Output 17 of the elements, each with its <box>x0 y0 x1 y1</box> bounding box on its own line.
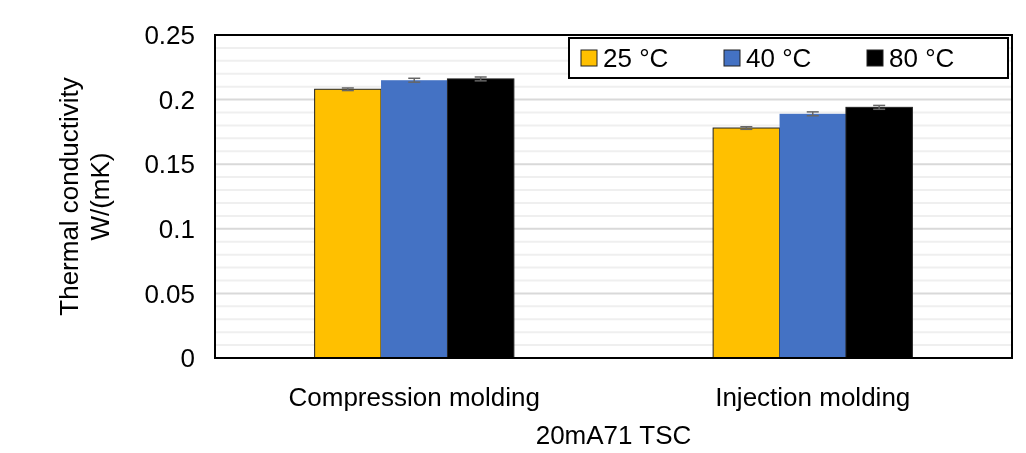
y-axis-title: Thermal conductivity W/(mK) <box>54 77 115 316</box>
legend-label: 80 °C <box>889 43 955 74</box>
y-tick-label: 0.25 <box>144 20 195 51</box>
bar <box>314 88 382 359</box>
legend-label: 40 °C <box>746 43 812 74</box>
y-tick-label: 0 <box>180 343 195 374</box>
x-tick-label: Injection molding <box>715 382 911 412</box>
y-tick-label: 0.05 <box>144 278 195 309</box>
bar <box>779 113 846 358</box>
bar <box>381 80 448 358</box>
x-axis-title: 20mA71 TSC <box>535 420 692 450</box>
y-tick-label: 0.15 <box>144 149 195 180</box>
bar <box>712 127 781 359</box>
x-tick-label: Compression molding <box>288 382 540 412</box>
legend-label: 25 °C <box>603 43 669 74</box>
y-tick-label: 0.2 <box>158 84 195 115</box>
y-tick-label: 0.1 <box>158 213 195 244</box>
